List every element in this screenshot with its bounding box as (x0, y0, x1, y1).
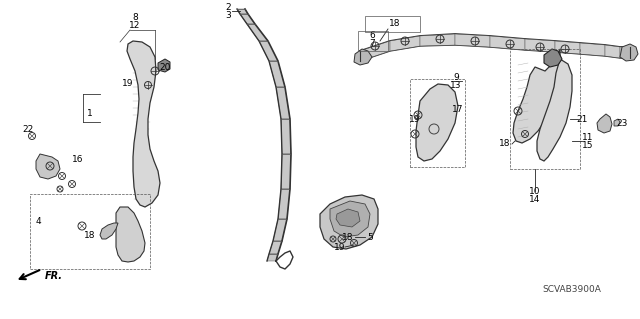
Text: 14: 14 (529, 195, 541, 204)
Text: 8: 8 (132, 12, 138, 21)
Polygon shape (490, 36, 525, 50)
Text: SCVAB3900A: SCVAB3900A (543, 285, 602, 293)
Text: 9: 9 (453, 72, 459, 81)
Polygon shape (269, 241, 282, 254)
Polygon shape (276, 87, 290, 119)
Polygon shape (158, 59, 170, 72)
Polygon shape (525, 39, 555, 52)
Polygon shape (320, 195, 378, 249)
Polygon shape (273, 219, 287, 241)
Text: 6: 6 (369, 32, 375, 41)
Text: 11: 11 (582, 132, 594, 142)
Text: 1: 1 (87, 109, 93, 118)
Bar (410, 79, 465, 167)
Polygon shape (390, 36, 420, 51)
Polygon shape (281, 119, 291, 154)
Polygon shape (555, 41, 580, 54)
Polygon shape (259, 41, 278, 61)
Text: 5: 5 (367, 233, 373, 241)
Bar (358, 31, 388, 51)
Polygon shape (267, 254, 278, 261)
Text: 18: 18 (389, 19, 401, 28)
Polygon shape (240, 14, 255, 24)
Polygon shape (127, 41, 160, 207)
Polygon shape (580, 43, 605, 56)
Text: 18: 18 (499, 139, 511, 149)
Text: 19: 19 (334, 242, 346, 251)
Polygon shape (597, 114, 612, 133)
Polygon shape (620, 47, 630, 58)
Text: 4: 4 (35, 218, 41, 226)
Polygon shape (544, 49, 562, 67)
Text: 10: 10 (529, 187, 541, 196)
Polygon shape (237, 9, 248, 14)
Polygon shape (537, 59, 572, 161)
Text: 20: 20 (159, 63, 171, 71)
Polygon shape (330, 201, 370, 237)
Text: 23: 23 (616, 118, 628, 128)
Text: 18: 18 (342, 233, 354, 241)
Bar (365, 16, 420, 32)
Text: 22: 22 (22, 124, 34, 133)
Polygon shape (360, 41, 390, 61)
Text: 3: 3 (225, 11, 231, 19)
Bar (30, 194, 150, 269)
Polygon shape (354, 49, 372, 65)
Polygon shape (420, 34, 455, 46)
Polygon shape (281, 154, 291, 189)
Text: 19: 19 (409, 115, 420, 123)
Polygon shape (116, 207, 145, 262)
Polygon shape (100, 223, 118, 239)
Polygon shape (269, 61, 285, 87)
Polygon shape (278, 189, 290, 219)
Text: 15: 15 (582, 140, 594, 150)
Text: 19: 19 (122, 78, 134, 87)
Text: 13: 13 (451, 80, 461, 90)
Text: 7: 7 (369, 40, 375, 48)
Polygon shape (620, 44, 638, 61)
Polygon shape (614, 119, 620, 126)
Polygon shape (247, 24, 268, 41)
Polygon shape (455, 34, 490, 47)
Polygon shape (513, 49, 560, 143)
Text: 17: 17 (452, 105, 464, 114)
Polygon shape (336, 209, 360, 227)
Polygon shape (36, 154, 60, 179)
Text: 12: 12 (129, 20, 141, 29)
Text: 18: 18 (84, 231, 96, 240)
Text: 16: 16 (72, 154, 84, 164)
Polygon shape (416, 84, 458, 161)
Text: 2: 2 (225, 3, 231, 11)
Text: 21: 21 (576, 115, 588, 123)
Bar (510, 49, 580, 169)
Text: FR.: FR. (45, 271, 63, 281)
Polygon shape (605, 45, 620, 58)
